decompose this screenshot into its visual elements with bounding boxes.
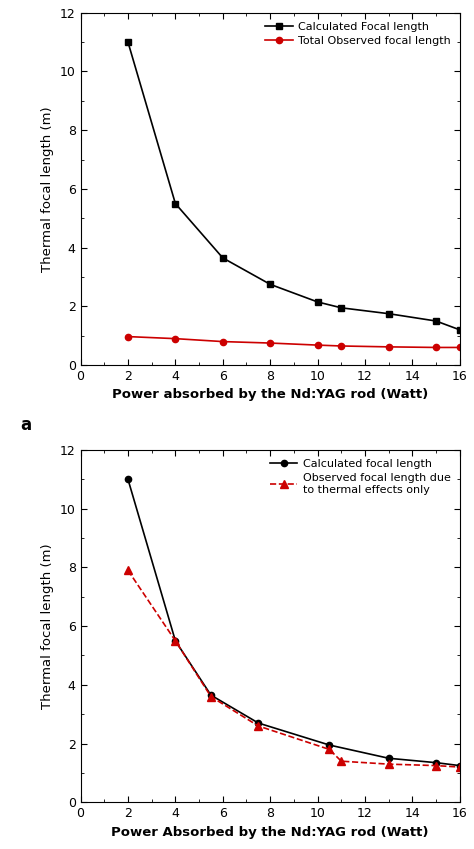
Observed focal length due
to thermal effects only [338,756,344,767]
Observed focal length due
to thermal effects only [125,565,131,576]
Calculated Focal length [125,37,131,48]
Total Observed focal length [338,341,344,351]
Calculated focal length [125,475,131,485]
Observed focal length due
to thermal effects only [457,762,463,773]
X-axis label: Power Absorbed by the Nd:YAG rod (Watt): Power Absorbed by the Nd:YAG rod (Watt) [111,826,429,839]
Observed focal length due
to thermal effects only [208,691,214,701]
Total Observed focal length [433,342,439,352]
Observed focal length due
to thermal effects only [255,721,261,731]
Calculated Focal length [267,279,273,290]
Calculated Focal length [433,316,439,326]
Line: Total Observed focal length: Total Observed focal length [125,334,463,351]
Calculated Focal length [386,308,392,318]
Legend: Calculated Focal length, Total Observed focal length: Calculated Focal length, Total Observed … [262,19,454,49]
Line: Observed focal length due
to thermal effects only: Observed focal length due to thermal eff… [124,566,464,771]
Calculated focal length [327,740,332,751]
Observed focal length due
to thermal effects only [386,759,392,769]
Calculated focal length [255,718,261,728]
Calculated focal length [433,757,439,767]
Y-axis label: Thermal focal length (m): Thermal focal length (m) [41,543,55,709]
Calculated focal length [386,753,392,763]
Observed focal length due
to thermal effects only [433,761,439,771]
Calculated focal length [457,761,463,771]
Y-axis label: Thermal focal length (m): Thermal focal length (m) [41,106,55,272]
Calculated focal length [208,690,214,700]
Text: a: a [20,416,31,434]
Line: Calculated focal length: Calculated focal length [125,476,463,768]
Total Observed focal length [386,342,392,352]
Total Observed focal length [173,334,178,344]
Legend: Calculated focal length, Observed focal length due
to thermal effects only: Calculated focal length, Observed focal … [266,456,454,498]
Total Observed focal length [457,342,463,352]
Total Observed focal length [220,336,226,346]
Calculated Focal length [220,253,226,263]
Calculated Focal length [338,303,344,313]
Calculated Focal length [173,199,178,209]
Calculated Focal length [457,325,463,335]
Observed focal length due
to thermal effects only [173,636,178,646]
Observed focal length due
to thermal effects only [327,745,332,755]
Total Observed focal length [315,340,320,350]
X-axis label: Power absorbed by the Nd:YAG rod (Watt): Power absorbed by the Nd:YAG rod (Watt) [112,389,428,402]
Total Observed focal length [125,331,131,341]
Line: Calculated Focal length: Calculated Focal length [125,39,463,333]
Calculated focal length [173,636,178,646]
Total Observed focal length [267,338,273,348]
Calculated Focal length [315,297,320,307]
